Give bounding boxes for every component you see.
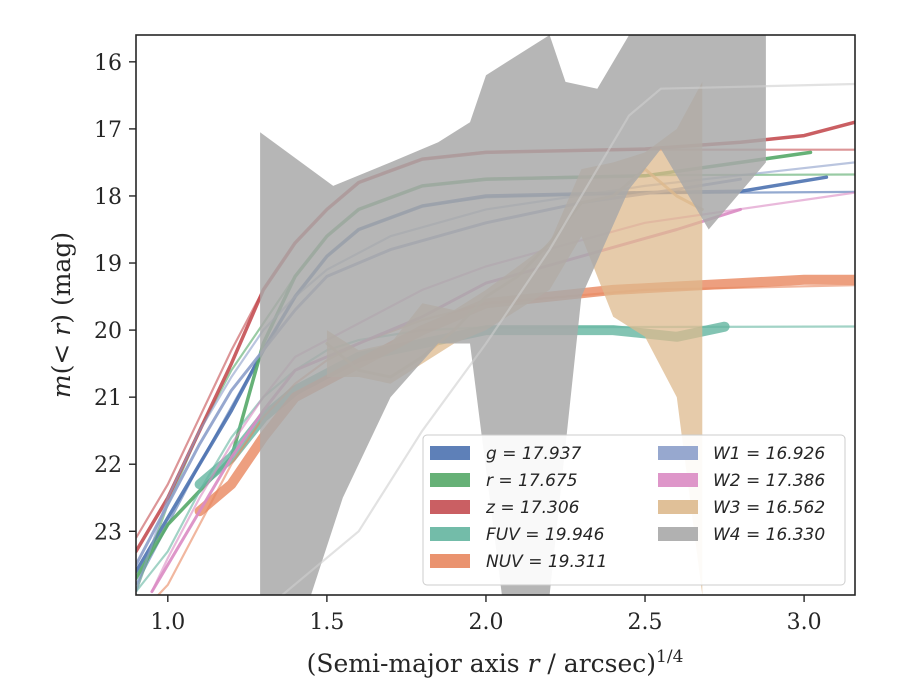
- legend-label: W4 = 16.330: [713, 525, 825, 545]
- legend-label: z = 17.306: [485, 498, 580, 518]
- plot-frame: [135, 34, 856, 596]
- x-tick-label: 1.0: [150, 610, 185, 635]
- legend-label: W1 = 16.926: [713, 444, 825, 464]
- legend-swatch: [430, 554, 470, 568]
- legend-label: FUV = 19.946: [486, 525, 605, 545]
- legend: g = 17.937 r = 17.675 z = 17.306 FUV = 19.9…: [422, 434, 846, 586]
- x-axis-label: (Semi-major axis r / arcsec)1/4: [307, 647, 684, 678]
- model-W4: [281, 82, 855, 595]
- x-tick-label: 1.5: [309, 610, 344, 635]
- y-axis-label: m(< r) (mag): [47, 232, 76, 398]
- legend-swatch: [430, 473, 470, 487]
- x-axis: 1.0 1.5 2.0 2.5 3.0: [150, 595, 822, 635]
- series-W4: [260, 35, 855, 595]
- legend-label: NUV = 19.311: [486, 552, 607, 572]
- y-axis: 16 17 18 19 20 21 22 23: [94, 51, 136, 545]
- y-tick-label: 23: [94, 520, 122, 545]
- band-W4: [260, 35, 766, 595]
- x-tick-label: 2.0: [468, 610, 503, 635]
- legend-label: W2 = 17.386: [713, 471, 825, 491]
- legend-swatch: [658, 527, 698, 541]
- legend-swatch: [658, 446, 698, 460]
- y-tick-label: 16: [94, 51, 122, 76]
- legend-label: g = 17.937: [486, 444, 582, 464]
- y-tick-label: 18: [94, 185, 122, 210]
- legend-label: r = 17.675: [486, 471, 578, 491]
- legend-swatch: [430, 446, 470, 460]
- y-tick-label: 17: [94, 118, 122, 143]
- legend-swatch: [658, 500, 698, 514]
- legend-label: W3 = 16.562: [713, 498, 825, 518]
- x-tick-label: 3.0: [787, 610, 822, 635]
- y-tick-label: 20: [94, 319, 122, 344]
- legend-swatch: [430, 500, 470, 514]
- legend-box: [422, 434, 846, 586]
- legend-swatch: [430, 527, 470, 541]
- x-tick-label: 2.5: [628, 610, 663, 635]
- y-tick-label: 19: [94, 252, 122, 277]
- y-tick-label: 21: [94, 386, 122, 411]
- plot-area: [136, 35, 855, 595]
- legend-swatch: [658, 473, 698, 487]
- y-tick-label: 22: [94, 453, 122, 478]
